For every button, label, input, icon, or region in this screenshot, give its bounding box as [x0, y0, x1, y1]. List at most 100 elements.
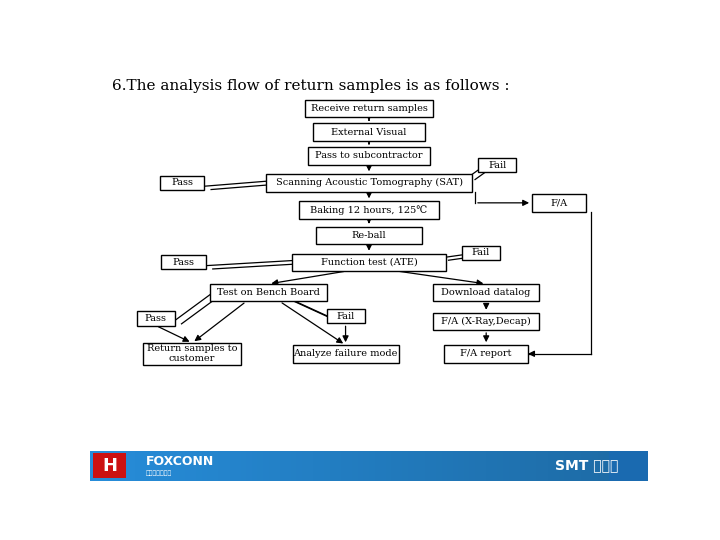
Text: External Visual: External Visual [331, 127, 407, 137]
Bar [319, 451, 324, 481]
FancyBboxPatch shape [137, 312, 175, 326]
Text: Pass: Pass [173, 258, 194, 267]
Text: FOXCONN: FOXCONN [145, 455, 214, 468]
Bar [453, 451, 458, 481]
Bar [481, 451, 486, 481]
Bar [364, 451, 369, 481]
Text: F/A report: F/A report [460, 349, 512, 358]
FancyBboxPatch shape [532, 194, 585, 212]
Bar [302, 451, 307, 481]
Bar [459, 451, 464, 481]
Text: Analyze failure mode: Analyze failure mode [293, 349, 397, 358]
Bar [503, 451, 508, 481]
Bar [151, 451, 157, 481]
Bar [536, 451, 542, 481]
FancyBboxPatch shape [305, 100, 433, 117]
Bar [179, 451, 185, 481]
Bar [392, 451, 397, 481]
FancyBboxPatch shape [433, 284, 539, 301]
Bar [520, 451, 526, 481]
FancyBboxPatch shape [433, 313, 539, 330]
Bar [419, 451, 425, 481]
FancyBboxPatch shape [307, 147, 431, 165]
Bar [240, 451, 246, 481]
Bar [358, 451, 364, 481]
Bar [447, 451, 453, 481]
Bar [280, 451, 285, 481]
Text: Test on Bench Board: Test on Bench Board [217, 288, 320, 297]
Bar [101, 451, 107, 481]
Bar [431, 451, 436, 481]
Text: Pass: Pass [145, 314, 167, 323]
Bar [609, 451, 648, 481]
Bar [157, 451, 163, 481]
Bar [107, 451, 112, 481]
Bar [90, 451, 96, 481]
Bar [603, 451, 609, 481]
Bar [469, 451, 475, 481]
FancyBboxPatch shape [313, 124, 425, 141]
FancyBboxPatch shape [300, 201, 438, 219]
Bar [307, 451, 313, 481]
Text: Receive return samples: Receive return samples [310, 104, 428, 113]
FancyBboxPatch shape [143, 343, 241, 364]
Bar [408, 451, 413, 481]
Text: Fail: Fail [488, 161, 506, 170]
FancyBboxPatch shape [266, 174, 472, 192]
Bar [425, 451, 431, 481]
Text: Fail: Fail [336, 312, 355, 321]
Bar [352, 451, 358, 481]
Bar [626, 451, 631, 481]
Bar [230, 451, 235, 481]
Text: Function test (ATE): Function test (ATE) [320, 258, 418, 267]
Bar [269, 451, 274, 481]
Text: Fail: Fail [472, 248, 490, 257]
FancyBboxPatch shape [292, 345, 399, 362]
Text: Pass: Pass [171, 178, 193, 187]
Bar [258, 451, 263, 481]
Text: 富士康科技集团: 富士康科技集团 [145, 470, 172, 476]
Bar [498, 451, 503, 481]
Bar [174, 451, 179, 481]
FancyBboxPatch shape [462, 246, 500, 260]
Bar [609, 451, 615, 481]
Bar [235, 451, 240, 481]
Bar [341, 451, 347, 481]
FancyBboxPatch shape [210, 284, 327, 301]
Bar [402, 451, 408, 481]
Bar [140, 451, 145, 481]
Bar [263, 451, 269, 481]
Text: Return samples to
customer: Return samples to customer [147, 344, 238, 363]
Text: F/A (X-Ray,Decap): F/A (X-Ray,Decap) [441, 317, 531, 326]
Text: Re-ball: Re-ball [351, 231, 387, 240]
Bar [124, 451, 129, 481]
Bar [593, 451, 598, 481]
Bar [252, 451, 258, 481]
Bar [185, 451, 191, 481]
Bar [564, 451, 570, 481]
Bar [145, 451, 151, 481]
Bar [642, 451, 648, 481]
Bar [168, 451, 174, 481]
Bar [547, 451, 553, 481]
Bar [135, 451, 140, 481]
Bar [615, 451, 620, 481]
Text: H: H [102, 457, 117, 475]
Bar [313, 451, 319, 481]
Bar [570, 451, 575, 481]
Bar [575, 451, 581, 481]
Bar [587, 451, 593, 481]
FancyBboxPatch shape [161, 255, 206, 269]
Bar [526, 451, 531, 481]
Bar [380, 451, 386, 481]
Bar [631, 451, 637, 481]
FancyBboxPatch shape [478, 158, 516, 172]
Bar [285, 451, 291, 481]
Bar [559, 451, 564, 481]
Text: Download datalog: Download datalog [441, 288, 531, 297]
Bar [274, 451, 279, 481]
Bar [112, 451, 118, 481]
Bar [492, 451, 498, 481]
Bar [397, 451, 402, 481]
Bar [246, 451, 252, 481]
